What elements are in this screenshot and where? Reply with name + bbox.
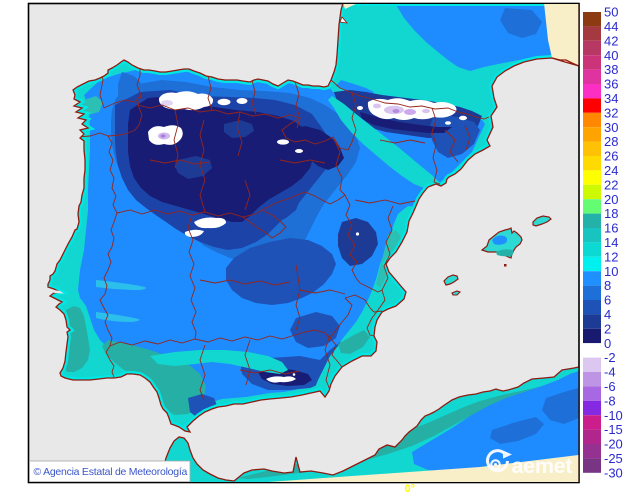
svg-text:© Agencia Estatal de Meteorolo: © Agencia Estatal de Meteorología <box>34 466 188 478</box>
svg-text:50: 50 <box>604 5 618 20</box>
svg-text:24: 24 <box>604 163 618 178</box>
svg-text:34: 34 <box>604 91 618 106</box>
svg-text:-10: -10 <box>604 408 623 423</box>
svg-text:14: 14 <box>604 235 618 250</box>
svg-text:28: 28 <box>604 134 618 149</box>
svg-text:-20: -20 <box>604 437 623 452</box>
svg-text:12: 12 <box>604 249 618 264</box>
svg-text:-25: -25 <box>604 451 623 466</box>
svg-text:8: 8 <box>604 278 611 293</box>
svg-text:44: 44 <box>604 19 618 34</box>
svg-text:-6: -6 <box>604 379 616 394</box>
svg-text:-4: -4 <box>604 365 616 380</box>
svg-text:36: 36 <box>604 77 618 92</box>
svg-text:-30: -30 <box>604 465 623 480</box>
svg-text:0°: 0° <box>405 483 416 495</box>
svg-text:26: 26 <box>604 149 618 164</box>
svg-text:16: 16 <box>604 221 618 236</box>
svg-text:32: 32 <box>604 105 618 120</box>
svg-text:-8: -8 <box>604 393 616 408</box>
svg-text:18: 18 <box>604 206 618 221</box>
svg-text:22: 22 <box>604 177 618 192</box>
svg-text:4: 4 <box>604 307 611 322</box>
svg-text:-2: -2 <box>604 350 616 365</box>
svg-text:2: 2 <box>604 321 611 336</box>
svg-text:aemet: aemet <box>512 454 573 478</box>
svg-text:40: 40 <box>604 48 618 63</box>
svg-text:-15: -15 <box>604 422 623 437</box>
svg-text:6: 6 <box>604 293 611 308</box>
svg-text:38: 38 <box>604 62 618 77</box>
svg-text:20: 20 <box>604 192 618 207</box>
svg-text:10: 10 <box>604 264 618 279</box>
svg-text:0: 0 <box>604 336 611 351</box>
svg-text:42: 42 <box>604 33 618 48</box>
svg-text:30: 30 <box>604 120 618 135</box>
